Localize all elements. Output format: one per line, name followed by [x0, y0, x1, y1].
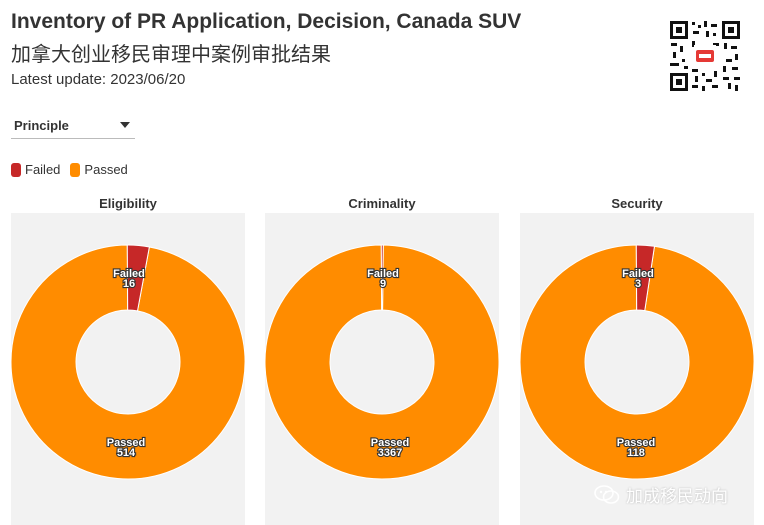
chart-title-criminality: Criminality [348, 196, 416, 211]
label-failed-criminality-value: 9 [380, 278, 386, 290]
legend-label-passed: Passed [84, 162, 128, 177]
slice-passed-criminality[interactable] [265, 244, 499, 480]
slice-passed-security[interactable] [520, 244, 754, 480]
dropdown-selected-value: Principle [14, 118, 69, 133]
legend-item-failed[interactable]: Failed [11, 162, 60, 177]
qr-code-icon [668, 19, 742, 93]
label-failed-security-category: Failed [622, 268, 654, 280]
principle-dropdown[interactable]: Principle [11, 115, 135, 139]
legend-item-passed[interactable]: Passed [70, 162, 128, 177]
label-passed-criminality-category: Passed [371, 437, 410, 449]
watermark: 加成移民动向 [594, 482, 728, 507]
donut-panel-security: Failed 3 Passed 118 [520, 213, 754, 525]
label-passed-eligibility-value: 514 [117, 447, 136, 459]
chevron-down-icon [120, 122, 130, 128]
legend-swatch-passed [70, 162, 81, 177]
label-passed-security-category: Passed [617, 437, 656, 449]
donut-panel-eligibility: Failed 16 Passed 514 [11, 213, 245, 525]
label-failed-eligibility-category: Failed [113, 268, 145, 280]
donut-panel-criminality: Failed 9 Passed 3367 [265, 213, 499, 525]
slice-failed-criminality[interactable] [380, 244, 384, 311]
legend-label-failed: Failed [25, 162, 61, 177]
wechat-icon [594, 484, 620, 504]
page-subtitle-cn: 加拿大创业移民审理中案例审批结果 [11, 42, 331, 66]
slice-failed-security[interactable] [635, 244, 656, 312]
label-passed-eligibility-category: Passed [107, 437, 146, 449]
legend-swatch-failed [11, 162, 21, 177]
chart-title-security: Security [611, 196, 663, 211]
watermark-text: 加成移民动向 [626, 487, 728, 507]
slice-passed-eligibility[interactable] [11, 244, 245, 480]
chart-legend: Failed Passed [11, 162, 138, 177]
latest-update: Latest update: 2023/06/20 [11, 71, 186, 88]
label-failed-security-value: 3 [635, 278, 641, 290]
chart-title-eligibility: Eligibility [99, 196, 157, 211]
label-passed-criminality-value: 3367 [378, 447, 402, 459]
slice-failed-eligibility[interactable] [126, 244, 150, 312]
label-passed-security-value: 118 [627, 447, 645, 459]
label-failed-criminality-category: Failed [367, 268, 399, 280]
label-failed-eligibility-value: 16 [123, 278, 135, 290]
page-title: Inventory of PR Application, Decision, C… [11, 10, 522, 33]
